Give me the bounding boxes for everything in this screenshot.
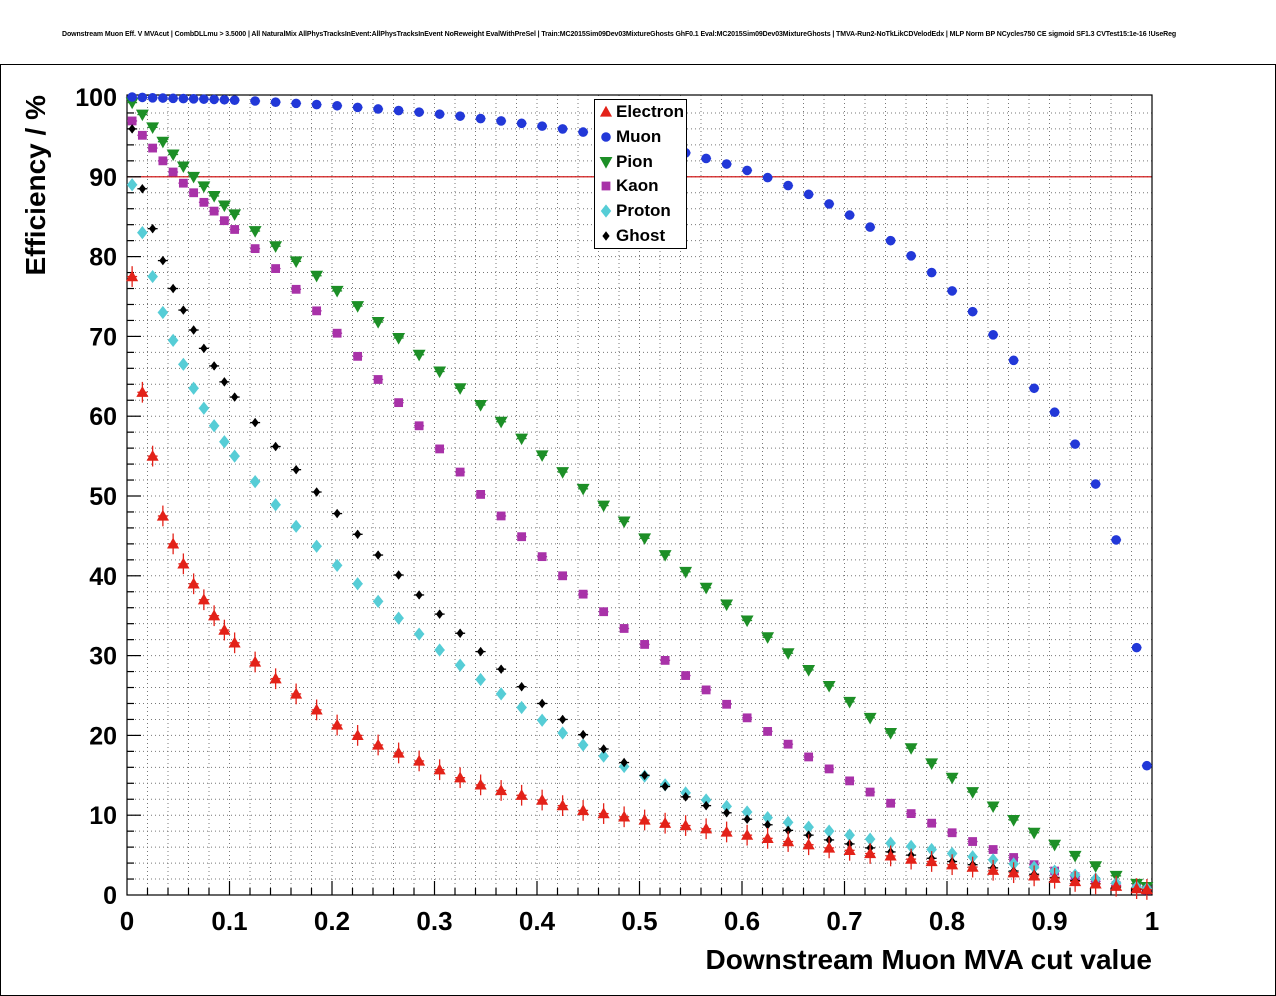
legend-item-kaon: Kaon [595, 174, 686, 199]
legend-item-pion: Pion [595, 149, 686, 174]
legend-item-proton: Proton [595, 199, 686, 224]
y-tick-label: 10 [89, 802, 117, 830]
y-tick-label: 70 [89, 323, 117, 351]
x-tick-label: 0.5 [621, 906, 657, 936]
grid [127, 95, 1152, 895]
y-tick-label: 100 [75, 84, 117, 112]
y-tick-label: 20 [89, 722, 117, 750]
y-tick-label: 50 [89, 483, 117, 511]
x-tick-label: 0.9 [1031, 906, 1067, 936]
legend-label: Kaon [616, 176, 659, 196]
legend-label: Electron [616, 102, 685, 122]
electron-marker-icon [598, 104, 614, 120]
y-axis-title: Efficiency / % [20, 95, 51, 276]
x-tick-label: 0 [120, 906, 134, 936]
axis-ticks [127, 112, 1133, 895]
legend-label: Ghost [616, 225, 666, 245]
y-tick-label: 40 [89, 563, 117, 591]
kaon-marker-icon [598, 178, 614, 194]
x-tick-label: 0.4 [519, 906, 556, 936]
pion-marker-icon [598, 154, 614, 170]
x-tick-label: 0.8 [929, 906, 965, 936]
series-electron [126, 266, 1153, 900]
y-tick-label: 30 [89, 643, 117, 671]
legend-label: Proton [616, 201, 671, 221]
proton-marker-icon [598, 203, 614, 219]
legend-item-muon: Muon [595, 125, 686, 150]
y-tick-label: 0 [103, 882, 117, 910]
x-tick-label: 0.1 [211, 906, 247, 936]
y-tick-label: 90 [89, 164, 117, 192]
x-tick-label: 0.2 [314, 906, 350, 936]
legend: Electron Muon Pion Kaon Proton Ghost [594, 99, 687, 249]
legend-item-ghost: Ghost [595, 223, 686, 248]
x-tick-label: 0.3 [416, 906, 452, 936]
muon-marker-icon [598, 129, 614, 145]
legend-label: Muon [616, 127, 662, 146]
y-tick-label: 80 [89, 244, 117, 272]
y-tick-label: 60 [89, 403, 117, 431]
legend-label: Pion [616, 151, 653, 171]
legend-item-electron: Electron [595, 100, 686, 125]
ghost-marker-icon [598, 228, 614, 244]
x-tick-label: 0.7 [826, 906, 862, 936]
plot-title: Downstream Muon Eff. V MVAcut | CombDLLm… [62, 31, 1177, 38]
x-tick-label: 1 [1145, 906, 1159, 936]
x-tick-label: 0.6 [724, 906, 760, 936]
x-axis-title: Downstream Muon MVA cut value [705, 944, 1153, 975]
